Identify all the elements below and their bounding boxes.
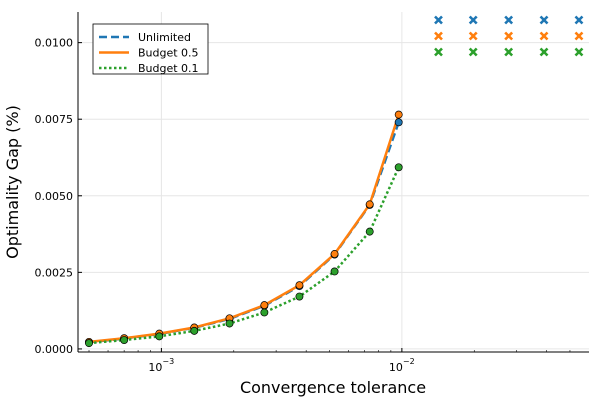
data-point xyxy=(365,227,374,236)
data-point xyxy=(295,292,304,301)
data-point xyxy=(394,163,403,172)
y-tick-label: 0.0050 xyxy=(35,190,74,203)
failed-marker xyxy=(574,15,584,25)
x-tick-label: 10 xyxy=(148,361,162,374)
data-point xyxy=(120,336,129,345)
legend-label: Unlimited xyxy=(138,31,191,44)
x-tick-label: 10 xyxy=(389,361,403,374)
failed-marker xyxy=(504,47,514,57)
failed-marker xyxy=(434,31,443,41)
x-ticks: 10 −3 10 −2 xyxy=(88,348,571,374)
data-points xyxy=(85,110,403,348)
y-tick-label: 0.0025 xyxy=(35,266,74,279)
failed-marker xyxy=(539,47,549,57)
failed-marker xyxy=(539,15,549,25)
series xyxy=(88,114,400,345)
x-tick-exponent: −2 xyxy=(403,357,415,366)
data-point xyxy=(260,301,269,310)
failed-markers xyxy=(434,15,584,57)
data-point xyxy=(155,332,164,341)
data-point xyxy=(85,339,93,348)
failed-marker xyxy=(504,15,514,25)
x-axis-title: Convergence tolerance xyxy=(240,378,426,397)
y-tick-label: 0.0100 xyxy=(35,37,74,50)
data-point xyxy=(190,326,199,335)
failed-marker xyxy=(468,31,478,41)
failed-marker xyxy=(434,15,443,25)
data-point xyxy=(330,250,339,258)
y-tick-label: 0.0000 xyxy=(35,343,74,356)
failed-marker xyxy=(574,31,584,41)
data-point xyxy=(295,281,304,290)
failed-marker xyxy=(434,47,443,57)
failed-marker xyxy=(468,15,478,25)
legend-label: Budget 0.5 xyxy=(138,47,199,60)
data-point xyxy=(394,110,403,119)
y-axis-title: Optimality Gap (%) xyxy=(3,105,22,259)
y-ticks: 0.0000 0.0025 0.0050 0.0075 0.0100 xyxy=(35,37,82,356)
legend: Unlimited Budget 0.5 Budget 0.1 xyxy=(92,23,209,75)
series-line-2 xyxy=(88,166,400,345)
failed-marker xyxy=(468,47,478,57)
failed-marker xyxy=(504,31,514,41)
data-point xyxy=(260,308,269,317)
legend-box xyxy=(92,23,209,75)
failed-marker xyxy=(539,31,549,41)
failed-marker xyxy=(574,47,584,57)
series-line-1 xyxy=(88,114,400,344)
y-tick-label: 0.0075 xyxy=(35,113,74,126)
data-point xyxy=(365,200,374,209)
data-point xyxy=(394,118,403,127)
series-line-0 xyxy=(88,121,400,344)
data-point xyxy=(225,319,234,328)
x-tick-exponent: −3 xyxy=(162,357,174,366)
legend-label: Budget 0.1 xyxy=(138,62,199,75)
data-point xyxy=(330,267,339,276)
axes xyxy=(77,12,589,353)
